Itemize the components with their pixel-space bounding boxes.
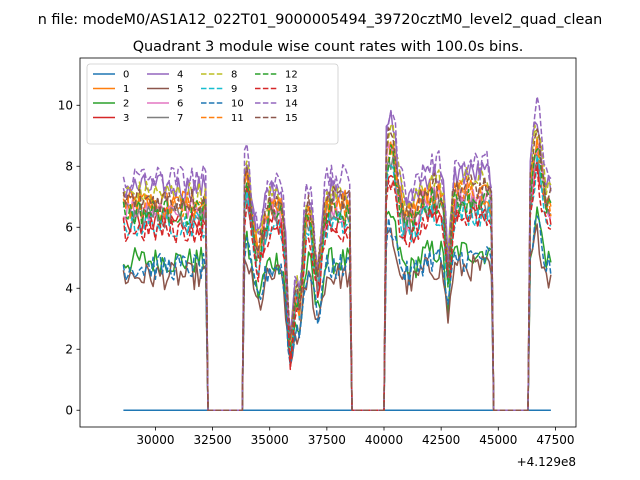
chart-title: Quadrant 3 module wise count rates with …: [133, 39, 524, 55]
series-line-2: [122, 206, 552, 411]
figure-suptitle: n file: modeM0/AS1A12_022T01_9000005494_…: [38, 12, 603, 28]
legend-label-2: 2: [123, 99, 129, 110]
legend-label-1: 1: [123, 84, 129, 95]
series-line-9: [122, 154, 552, 411]
series-line-15: [122, 127, 552, 411]
x-tick-label: 47500: [536, 433, 574, 447]
y-tick-label: 8: [65, 160, 73, 174]
legend-label-12: 12: [285, 70, 298, 81]
y-tick-label: 2: [65, 343, 73, 357]
x-tick-label: 30000: [136, 433, 174, 447]
series-line-13: [122, 165, 552, 411]
legend-label-8: 8: [231, 70, 237, 81]
series-line-11: [122, 140, 552, 411]
plot-area: [122, 95, 552, 411]
legend-label-11: 11: [231, 113, 244, 124]
x-tick-label: 37500: [308, 433, 346, 447]
legend-label-9: 9: [231, 84, 237, 95]
axes: 30000 32500 35000 37500 40000 42500 45000 47500…: [58, 57, 577, 447]
x-tick-label: 40000: [365, 433, 403, 447]
legend-label-15: 15: [285, 113, 298, 124]
x-tick-label: 42500: [422, 433, 460, 447]
x-tick-label: 35000: [251, 433, 289, 447]
legend-label-7: 7: [177, 113, 183, 124]
y-tick-label: 0: [65, 404, 73, 418]
axes-frame: [79, 57, 577, 428]
x-offset-text: +4.129e8: [517, 455, 576, 469]
legend-label-10: 10: [231, 99, 244, 110]
y-tick-label: 10: [58, 99, 73, 113]
legend-label-13: 13: [285, 84, 298, 95]
series-line-14: [122, 95, 552, 411]
legend-box: [86, 63, 339, 145]
legend-label-3: 3: [123, 113, 129, 124]
legend-label-5: 5: [177, 84, 183, 95]
legend-label-0: 0: [123, 70, 129, 81]
legend-label-4: 4: [177, 70, 183, 81]
series-line-10: [122, 215, 552, 411]
legend-label-6: 6: [177, 99, 183, 110]
series-line-5: [122, 223, 552, 411]
x-tick-label: 45000: [479, 433, 517, 447]
x-tick-label: 32500: [193, 433, 231, 447]
y-tick-label: 6: [65, 221, 73, 235]
y-tick-label: 4: [65, 282, 73, 296]
legend-label-14: 14: [285, 99, 298, 110]
